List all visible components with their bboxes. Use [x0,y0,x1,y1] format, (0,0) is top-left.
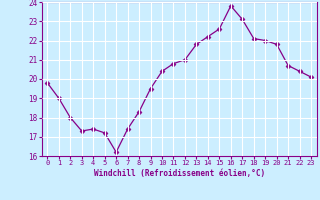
X-axis label: Windchill (Refroidissement éolien,°C): Windchill (Refroidissement éolien,°C) [94,169,265,178]
